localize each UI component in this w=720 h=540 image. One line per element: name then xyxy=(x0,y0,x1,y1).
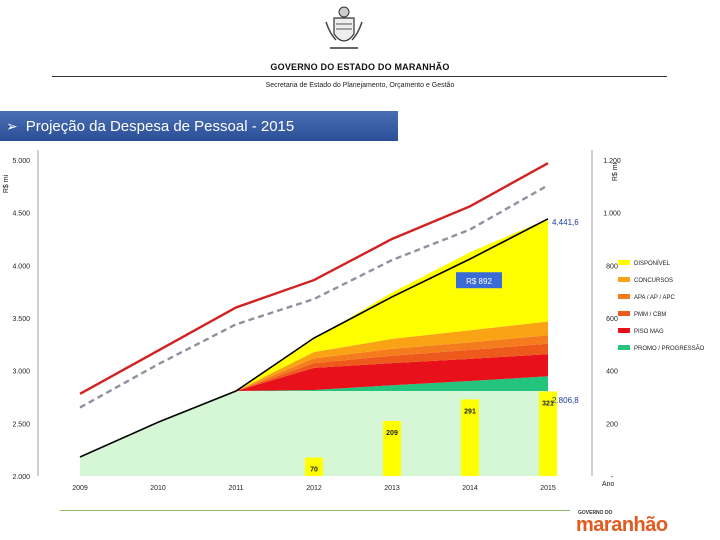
left-tick-label: 2.500 xyxy=(12,421,30,428)
increment-bar xyxy=(461,399,479,476)
increment-bar-label: 321 xyxy=(542,400,554,407)
legend-swatch xyxy=(618,277,630,282)
stack-area-6 xyxy=(236,218,548,392)
state-crest-icon xyxy=(325,6,363,49)
increment-bar xyxy=(383,420,401,476)
x-axis-label: Ano xyxy=(602,481,615,488)
base-area xyxy=(80,391,548,476)
stack-area-2 xyxy=(236,354,548,392)
x-tick-label: 2009 xyxy=(72,485,88,492)
right-tick-label: 1.000 xyxy=(603,211,621,218)
slide-title-banner: ➢ Projeção da Despesa de Pessoal - 2015 xyxy=(0,111,398,141)
right-tick-label: 200 xyxy=(606,421,618,428)
legend-label: PISO MAG xyxy=(634,329,664,335)
line-series-3 xyxy=(79,218,549,458)
increment-bar-label: 291 xyxy=(464,408,476,415)
annotation-box xyxy=(456,272,502,289)
legend-swatch xyxy=(618,328,630,333)
left-tick-label: 3.000 xyxy=(12,369,30,376)
increment-bar xyxy=(305,457,323,476)
annotation-label: R$ 892 xyxy=(466,277,492,286)
logo-small-text: GOVERNO DO xyxy=(578,510,613,516)
annotation-label: 2.806,8 xyxy=(552,396,579,405)
increment-bar xyxy=(539,391,557,476)
legend-swatch xyxy=(618,311,630,316)
increment-bar-label: 209 xyxy=(386,430,398,437)
header-divider xyxy=(52,76,667,77)
left-tick-label: 4.500 xyxy=(12,211,30,218)
stack-area-1 xyxy=(236,376,548,392)
bullet-arrow-icon: ➢ xyxy=(6,117,18,134)
stack-area-5 xyxy=(236,321,548,392)
x-tick-label: 2014 xyxy=(462,485,478,492)
government-title: GOVERNO DO ESTADO DO MARANHÃO xyxy=(270,62,450,72)
right-tick-label: 800 xyxy=(606,263,618,270)
x-tick-label: 2010 xyxy=(150,485,166,492)
left-tick-label: 2.000 xyxy=(12,474,30,481)
footer-line xyxy=(60,510,570,511)
expense-projection-chart: 70 209 291 321 2.000 2.500 3.000 3.500 4.000 4.50… xyxy=(3,150,705,492)
stack-area-3 xyxy=(236,343,548,392)
legend-label: PROMO / PROGRESSÃO xyxy=(634,345,705,352)
left-axis-title: R$ mi xyxy=(3,174,10,193)
legend-label: PMM / CBM xyxy=(634,312,666,318)
left-tick-label: 4.000 xyxy=(12,263,30,270)
legend-swatch xyxy=(618,260,630,265)
right-tick-label: 400 xyxy=(606,369,618,376)
slide-title: Projeção da Despesa de Pessoal - 2015 xyxy=(25,117,295,135)
x-tick-label: 2012 xyxy=(306,485,322,492)
right-axis-title: R$ mi xyxy=(612,162,619,181)
x-tick-label: 2011 xyxy=(228,485,243,492)
maranhao-logo: GOVERNO DO maranhão xyxy=(576,508,716,538)
annotation-label: 4.441,6 xyxy=(552,218,579,227)
legend-label: DISPONÍVEL xyxy=(634,260,671,267)
increment-bar-label: 70 xyxy=(310,467,318,474)
x-tick-label: 2015 xyxy=(540,485,556,492)
right-tick-label: 600 xyxy=(606,316,618,323)
secretariat-subtitle: Secretaria de Estado do Planejamento, Or… xyxy=(265,82,455,89)
right-tick-label: - xyxy=(611,474,614,481)
left-tick-label: 5.000 xyxy=(12,158,30,165)
right-tick-label: 1.200 xyxy=(603,158,621,165)
x-tick-label: 2013 xyxy=(384,485,400,492)
legend-swatch xyxy=(618,345,630,350)
legend-label: CONCURSOS xyxy=(634,278,673,284)
stack-area-4 xyxy=(236,335,548,392)
legend-label: APA / AP / APC xyxy=(634,295,675,301)
legend-swatch xyxy=(618,294,630,299)
line-series-1 xyxy=(79,162,549,395)
left-tick-label: 3.500 xyxy=(12,316,30,323)
logo-wordmark: maranhão xyxy=(576,514,668,536)
